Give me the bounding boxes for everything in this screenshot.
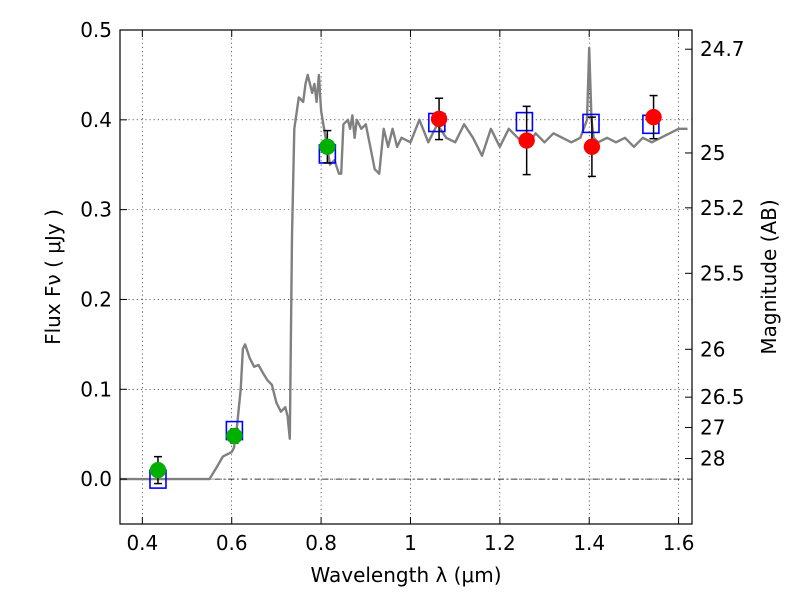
mag-tick-label: 28 xyxy=(700,447,725,471)
x-tick-label: 0.4 xyxy=(126,531,158,555)
y-tick-label: 0.4 xyxy=(80,108,112,132)
observed-nir-point xyxy=(583,138,601,156)
y-tick-label: 0.3 xyxy=(80,198,112,222)
y-tick-label: 0.5 xyxy=(80,18,112,42)
mag-tick-label: 24.7 xyxy=(700,37,745,61)
mag-tick-label: 25 xyxy=(700,141,725,165)
model-photometry-square xyxy=(515,111,534,132)
y-axis-title: Flux Fν ( μJy ) xyxy=(41,209,65,345)
x-axis-title: Wavelength λ (μm) xyxy=(310,563,501,587)
y-tick-label: 0.2 xyxy=(80,287,112,311)
model-photometry-square xyxy=(582,113,600,134)
x-tick-label: 1.2 xyxy=(484,531,516,555)
observed-nir-point xyxy=(645,108,662,126)
plot-frame xyxy=(119,29,693,525)
y-tick-label: 0.1 xyxy=(80,377,112,401)
x-tick-label: 1.4 xyxy=(573,531,605,555)
plot-data xyxy=(120,46,688,489)
grid-lines xyxy=(120,29,692,524)
observed-optical-point xyxy=(226,427,243,445)
observed-optical-point xyxy=(149,461,167,479)
x-tick-label: 1 xyxy=(404,531,417,555)
mag-tick-label: 26 xyxy=(700,337,725,361)
observed-nir-point xyxy=(518,132,535,149)
y2-axis-title: Magnitude (AB) xyxy=(757,199,781,354)
x-tick-label: 0.6 xyxy=(216,531,248,555)
axis-ticks: 0.4 0.6 0.8 1 1.2 1.4 1.6 0.0 0.1 0.2 0.3 0.4 0.5 24.… xyxy=(80,18,744,555)
x-tick-label: 0.8 xyxy=(305,531,337,555)
mag-tick-label: 27 xyxy=(700,415,725,439)
y-tick-label: 0.0 xyxy=(80,467,112,491)
mag-tick-label: 25.2 xyxy=(700,196,745,220)
x-tick-label: 1.6 xyxy=(663,531,695,555)
model-spectrum-line xyxy=(120,46,688,481)
observed-optical-point xyxy=(319,138,336,156)
mag-tick-label: 25.5 xyxy=(700,261,745,285)
observed-nir-point xyxy=(430,110,448,128)
mag-tick-label: 26.5 xyxy=(700,385,745,409)
